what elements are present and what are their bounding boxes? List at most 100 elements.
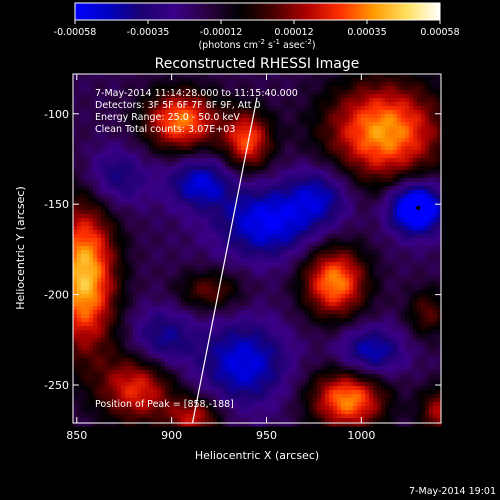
heatmap-cell: [409, 174, 414, 179]
heatmap-cell: [373, 178, 378, 183]
heatmap-cell: [325, 266, 330, 271]
heatmap-cell: [149, 262, 154, 267]
heatmap-cell: [281, 274, 286, 279]
heatmap-cell: [225, 286, 230, 291]
heatmap-cell: [89, 134, 94, 139]
heatmap-cell: [285, 266, 290, 271]
heatmap-cell: [329, 126, 334, 131]
heatmap-cell: [313, 266, 318, 271]
heatmap-cell: [393, 270, 398, 275]
heatmap-cell: [433, 254, 438, 259]
heatmap-cell: [89, 94, 94, 99]
heatmap-cell: [349, 262, 354, 267]
heatmap-cell: [113, 214, 118, 219]
heatmap-cell: [269, 282, 274, 287]
heatmap-cell: [301, 246, 306, 251]
heatmap-cell: [109, 194, 114, 199]
heatmap-cell: [97, 274, 102, 279]
heatmap-cell: [101, 254, 106, 259]
heatmap-cell: [173, 230, 178, 235]
heatmap-cell: [397, 126, 402, 131]
heatmap-cell: [169, 178, 174, 183]
heatmap-cell: [241, 178, 246, 183]
heatmap-cell: [385, 222, 390, 227]
heatmap-cell: [361, 142, 366, 147]
heatmap-cell: [249, 266, 254, 271]
heatmap-cell: [89, 238, 94, 243]
heatmap-cell: [241, 242, 246, 247]
heatmap-cell: [245, 282, 250, 287]
heatmap-cell: [221, 170, 226, 175]
heatmap-cell: [161, 286, 166, 291]
heatmap-cell: [285, 182, 290, 187]
heatmap-cell: [333, 150, 338, 155]
heatmap-cell: [101, 142, 106, 147]
heatmap-cell: [233, 162, 238, 167]
heatmap-cell: [133, 90, 138, 95]
heatmap-cell: [157, 202, 162, 207]
heatmap-cell: [137, 218, 142, 223]
heatmap-cell: [237, 210, 242, 215]
heatmap-cell: [281, 74, 286, 79]
heatmap-cell: [157, 258, 162, 263]
heatmap-cell: [381, 98, 386, 103]
heatmap-cell: [373, 262, 378, 267]
heatmap-cell: [277, 150, 282, 155]
heatmap-cell: [201, 266, 206, 271]
heatmap-cell: [109, 74, 114, 79]
heatmap-cell: [105, 270, 110, 275]
heatmap-cell: [373, 254, 378, 259]
heatmap-cell: [221, 230, 226, 235]
heatmap-cell: [233, 218, 238, 223]
heatmap-cell: [329, 134, 334, 139]
heatmap-cell: [277, 94, 282, 99]
heatmap-cell: [293, 234, 298, 239]
heatmap-cell: [369, 190, 374, 195]
heatmap-cell: [389, 78, 394, 83]
heatmap-cell: [341, 154, 346, 159]
heatmap-cell: [153, 182, 158, 187]
heatmap-cell: [181, 110, 186, 115]
heatmap-cell: [305, 110, 310, 115]
heatmap-cell: [173, 278, 178, 283]
heatmap-cell: [153, 86, 158, 91]
heatmap-cell: [221, 190, 226, 195]
heatmap-cell: [417, 250, 422, 255]
heatmap-cell: [297, 106, 302, 111]
heatmap-cell: [105, 134, 110, 139]
heatmap-cell: [189, 134, 194, 139]
heatmap-cell: [209, 114, 214, 119]
heatmap-cell: [305, 230, 310, 235]
heatmap-cell: [133, 182, 138, 187]
heatmap-cell: [229, 198, 234, 203]
heatmap-cell: [281, 114, 286, 119]
heatmap-cell: [157, 222, 162, 227]
heatmap-cell: [205, 118, 210, 123]
heatmap-cell: [385, 214, 390, 219]
heatmap-cell: [129, 90, 134, 95]
heatmap-cell: [373, 186, 378, 191]
heatmap-cell: [173, 178, 178, 183]
heatmap-cell: [81, 278, 86, 283]
heatmap-cell: [281, 94, 286, 99]
heatmap-cell: [309, 178, 314, 183]
heatmap-cell: [117, 94, 122, 99]
heatmap-cell: [345, 246, 350, 251]
heatmap-cell: [245, 98, 250, 103]
heatmap-cell: [265, 254, 270, 259]
heatmap-cell: [277, 286, 282, 291]
heatmap-cell: [357, 126, 362, 131]
heatmap-cell: [137, 178, 142, 183]
heatmap-cell: [289, 138, 294, 143]
heatmap-cell: [257, 110, 262, 115]
heatmap-cell: [337, 86, 342, 91]
heatmap-cell: [273, 122, 278, 127]
heatmap-cell: [425, 158, 430, 163]
heatmap-cell: [153, 234, 158, 239]
heatmap-cell: [137, 114, 142, 119]
heatmap-cell: [297, 206, 302, 211]
heatmap-cell: [349, 230, 354, 235]
heatmap-cell: [309, 154, 314, 159]
heatmap-cell: [81, 146, 86, 151]
heatmap-cell: [353, 226, 358, 231]
